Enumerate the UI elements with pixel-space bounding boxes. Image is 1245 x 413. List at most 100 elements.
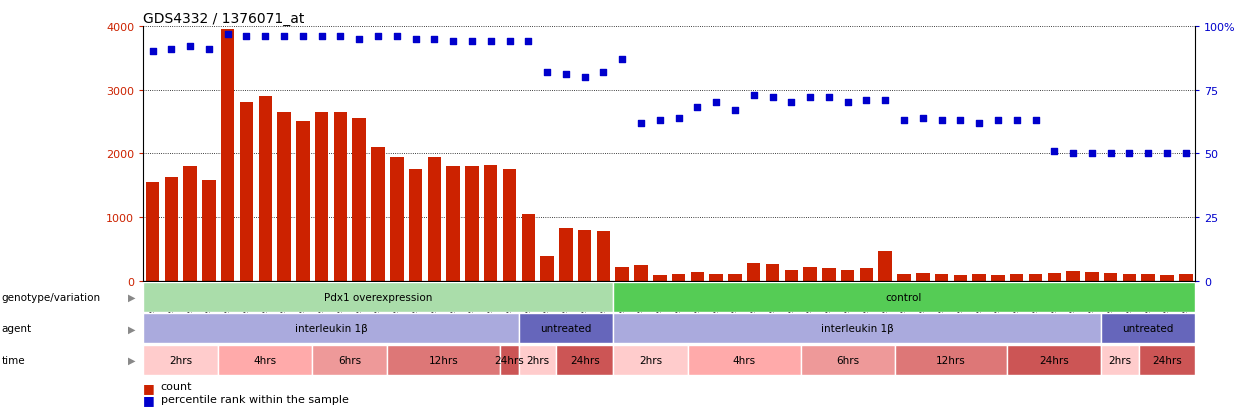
Point — [613, 57, 632, 63]
Bar — [557, 345, 613, 375]
Text: ▶: ▶ — [128, 355, 136, 365]
Point — [969, 120, 989, 127]
Text: 2hrs: 2hrs — [169, 355, 192, 365]
Text: genotype/variation: genotype/variation — [1, 292, 101, 302]
Point — [725, 107, 745, 114]
Bar — [784, 271, 798, 281]
Bar — [390, 158, 403, 281]
Bar — [954, 276, 967, 281]
Point — [594, 69, 614, 76]
Text: interleukin 1β: interleukin 1β — [820, 323, 894, 334]
Text: 6hrs: 6hrs — [339, 355, 361, 365]
Bar — [747, 263, 761, 281]
Bar — [822, 269, 835, 281]
Bar — [691, 273, 705, 281]
Point — [1045, 148, 1064, 154]
Point — [387, 34, 407, 40]
Text: untreated: untreated — [1123, 323, 1174, 334]
Point — [631, 120, 651, 127]
Bar — [278, 113, 291, 281]
Point — [255, 34, 275, 40]
Bar — [935, 274, 949, 281]
Text: interleukin 1β: interleukin 1β — [295, 323, 367, 334]
Text: time: time — [1, 355, 25, 365]
Bar — [898, 275, 911, 281]
Point — [330, 34, 350, 40]
Text: count: count — [161, 381, 192, 391]
Bar — [259, 97, 273, 281]
Bar — [860, 268, 873, 281]
Point — [499, 39, 519, 45]
Text: GDS4332 / 1376071_at: GDS4332 / 1376071_at — [143, 12, 305, 26]
Bar — [146, 183, 159, 281]
Bar — [1179, 275, 1193, 281]
Point — [481, 39, 500, 45]
Bar — [801, 345, 895, 375]
Bar — [1160, 275, 1174, 281]
Bar — [1028, 275, 1042, 281]
Bar — [334, 113, 347, 281]
Point — [274, 34, 294, 40]
Point — [706, 100, 726, 106]
Text: ■: ■ — [143, 394, 154, 406]
Point — [406, 36, 426, 43]
Point — [931, 118, 951, 124]
Bar — [143, 282, 613, 312]
Bar — [183, 166, 197, 281]
Point — [894, 118, 914, 124]
Point — [143, 49, 163, 55]
Point — [350, 36, 370, 43]
Bar — [1047, 273, 1061, 281]
Text: Pdx1 overexpression: Pdx1 overexpression — [324, 292, 432, 302]
Bar — [218, 345, 312, 375]
Text: 12hrs: 12hrs — [936, 355, 966, 365]
Text: 4hrs: 4hrs — [733, 355, 756, 365]
Bar — [672, 274, 685, 281]
Text: ▶: ▶ — [128, 323, 136, 334]
Point — [1026, 118, 1046, 124]
Point — [1063, 150, 1083, 157]
Bar — [879, 252, 891, 281]
Point — [1175, 150, 1195, 157]
Bar — [615, 268, 629, 281]
Point — [575, 74, 595, 81]
Text: agent: agent — [1, 323, 31, 334]
Bar — [296, 122, 310, 281]
Text: 2hrs: 2hrs — [527, 355, 549, 365]
Text: 12hrs: 12hrs — [428, 355, 458, 365]
Point — [518, 39, 538, 45]
Point — [669, 115, 688, 121]
Bar — [634, 265, 647, 281]
Bar — [895, 345, 1007, 375]
Bar — [1010, 274, 1023, 281]
Bar — [766, 264, 779, 281]
Bar — [352, 119, 366, 281]
Point — [875, 97, 895, 104]
Point — [237, 34, 256, 40]
Bar — [519, 345, 557, 375]
Bar — [466, 166, 478, 281]
Point — [311, 34, 331, 40]
Point — [650, 118, 670, 124]
Text: percentile rank within the sample: percentile rank within the sample — [161, 394, 349, 404]
Point — [1101, 150, 1120, 157]
Text: ■: ■ — [143, 381, 154, 394]
Point — [782, 100, 802, 106]
Bar — [427, 158, 441, 281]
Bar — [972, 274, 986, 281]
Point — [443, 39, 463, 45]
Point — [801, 95, 820, 101]
Point — [462, 39, 482, 45]
Point — [181, 44, 200, 50]
Text: control: control — [886, 292, 923, 302]
Point — [857, 97, 876, 104]
Bar — [578, 230, 591, 281]
Point — [1082, 150, 1102, 157]
Bar — [688, 345, 801, 375]
Text: 24hrs: 24hrs — [570, 355, 600, 365]
Text: 24hrs: 24hrs — [1152, 355, 1182, 365]
Point — [557, 72, 576, 78]
Bar — [803, 268, 817, 281]
Point — [989, 118, 1008, 124]
Bar — [484, 165, 498, 281]
